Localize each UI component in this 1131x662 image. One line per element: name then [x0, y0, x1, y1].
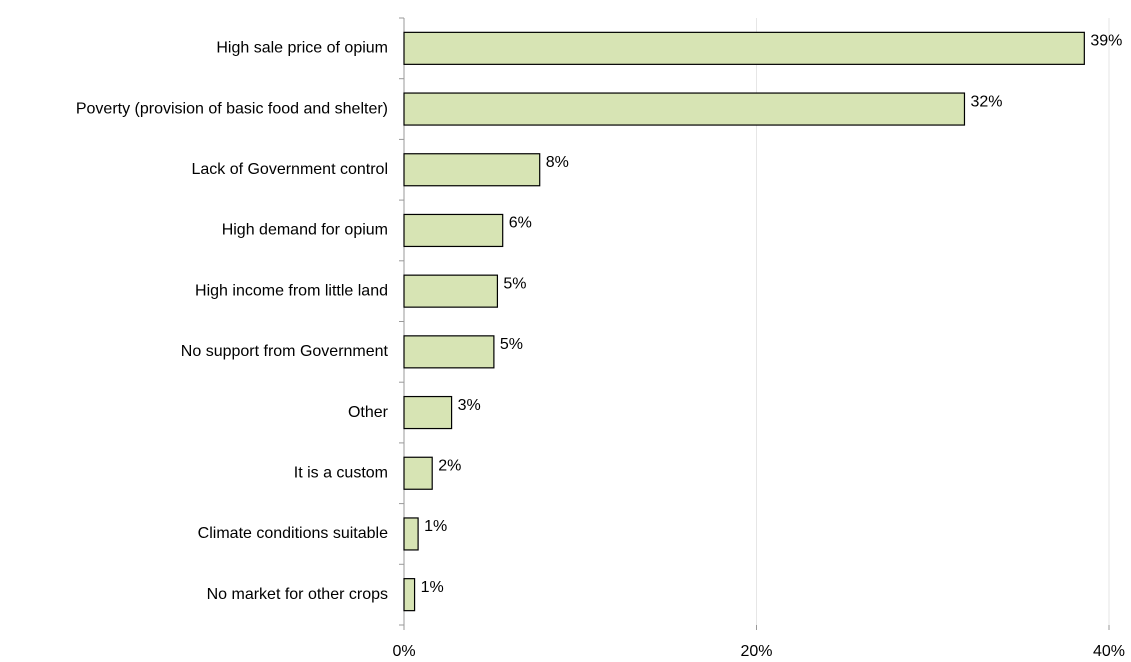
y-tick-label: Climate conditions suitable: [198, 525, 388, 542]
bar: [403, 153, 541, 187]
value-label: 1%: [424, 518, 447, 535]
value-label: 5%: [503, 275, 526, 292]
y-tick-label: High demand for opium: [222, 222, 388, 239]
value-label: 6%: [509, 215, 532, 232]
y-tick-label: High sale price of opium: [216, 40, 388, 57]
value-label: 5%: [500, 336, 523, 353]
value-label: 2%: [438, 457, 461, 474]
bar: [403, 92, 966, 126]
bar: [403, 578, 416, 612]
bar: [403, 517, 419, 551]
value-label: 32%: [970, 93, 1002, 110]
bar: [403, 456, 433, 490]
y-tick-label: Poverty (provision of basic food and she…: [76, 100, 388, 117]
bar: [403, 31, 1085, 65]
x-tick-label: 40%: [1093, 643, 1125, 660]
value-label: 3%: [458, 397, 481, 414]
y-tick-label: Other: [348, 404, 389, 421]
y-tick-label: No market for other crops: [207, 586, 388, 603]
bar: [403, 335, 495, 369]
y-tick-label: High income from little land: [195, 282, 388, 299]
bar: [403, 274, 499, 308]
value-label: 1%: [421, 579, 444, 596]
value-label: 8%: [546, 154, 569, 171]
bar: [403, 213, 504, 248]
x-tick-label: 0%: [392, 643, 415, 660]
value-label: 39%: [1090, 33, 1122, 50]
bar: [403, 395, 453, 430]
y-tick-label: Lack of Government control: [191, 161, 388, 178]
y-tick-label: No support from Government: [181, 343, 389, 360]
y-tick-label: It is a custom: [294, 464, 388, 481]
x-tick-label: 20%: [740, 643, 772, 660]
